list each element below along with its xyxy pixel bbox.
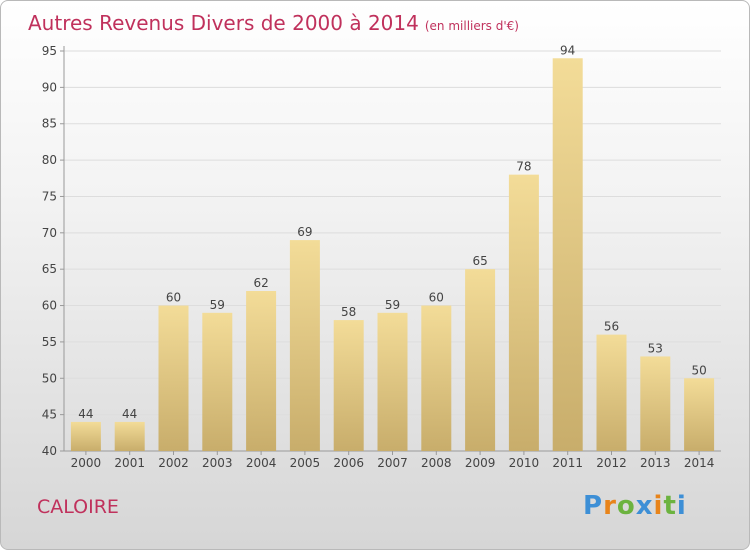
bar-value-label: 69 [297, 225, 312, 239]
bar [289, 240, 320, 451]
bar-value-label: 65 [472, 254, 487, 268]
bar-value-label: 50 [691, 363, 706, 377]
y-tick-label: 70 [42, 226, 57, 240]
bar [202, 312, 233, 451]
chart-title-text: Autres Revenus Divers de 2000 à 2014 [28, 11, 419, 35]
x-tick-label: 2011 [552, 456, 583, 470]
y-tick-label: 60 [42, 299, 57, 313]
bar-value-label: 59 [385, 298, 400, 312]
y-tick-label: 40 [42, 444, 57, 458]
y-tick-label: 65 [42, 262, 57, 276]
x-tick-label: 2008 [421, 456, 452, 470]
x-tick-label: 2000 [71, 456, 102, 470]
bar [333, 320, 364, 451]
y-tick-label: 85 [42, 117, 57, 131]
x-tick-label: 2003 [202, 456, 233, 470]
bar-value-label: 78 [516, 160, 531, 174]
bar [158, 305, 189, 451]
bar-value-label: 56 [604, 320, 619, 334]
x-tick-label: 2001 [114, 456, 145, 470]
y-tick-label: 55 [42, 335, 57, 349]
bar [508, 174, 539, 452]
x-tick-label: 2007 [377, 456, 408, 470]
bar-value-label: 53 [648, 341, 663, 355]
bar [246, 291, 277, 451]
location-label: CALOIRE [37, 496, 119, 518]
bar [70, 421, 101, 451]
y-tick-label: 95 [42, 44, 57, 58]
bar-value-label: 94 [560, 43, 575, 57]
chart-unit-note: (en milliers d'€) [424, 19, 519, 33]
bar [552, 58, 583, 451]
x-tick-label: 2004 [246, 456, 277, 470]
x-tick-label: 2002 [158, 456, 189, 470]
x-tick-label: 2013 [640, 456, 671, 470]
proxiti-logo: Proxiti [583, 491, 687, 521]
y-tick-label: 90 [42, 80, 57, 94]
bar-value-label: 60 [429, 291, 444, 305]
bar-value-label: 59 [210, 298, 225, 312]
x-tick-label: 2005 [290, 456, 321, 470]
bar-value-label: 58 [341, 305, 356, 319]
x-tick-label: 2014 [684, 456, 715, 470]
bar [465, 269, 496, 451]
bar-value-label: 44 [122, 407, 137, 421]
y-tick-label: 80 [42, 153, 57, 167]
bar [421, 305, 452, 451]
y-tick-label: 50 [42, 371, 57, 385]
x-tick-label: 2012 [596, 456, 627, 470]
x-tick-label: 2006 [333, 456, 364, 470]
x-tick-label: 2010 [509, 456, 540, 470]
bar [377, 312, 408, 451]
x-tick-label: 2009 [465, 456, 496, 470]
bar [114, 421, 145, 451]
bar-value-label: 60 [166, 291, 181, 305]
bar [684, 378, 715, 451]
chart-title: Autres Revenus Divers de 2000 à 2014 (en … [28, 11, 519, 35]
bar [596, 334, 627, 451]
y-tick-label: 75 [42, 189, 57, 203]
bar-value-label: 62 [253, 276, 268, 290]
bar-value-label: 44 [78, 407, 93, 421]
y-tick-label: 45 [42, 408, 57, 422]
bar [640, 356, 671, 451]
